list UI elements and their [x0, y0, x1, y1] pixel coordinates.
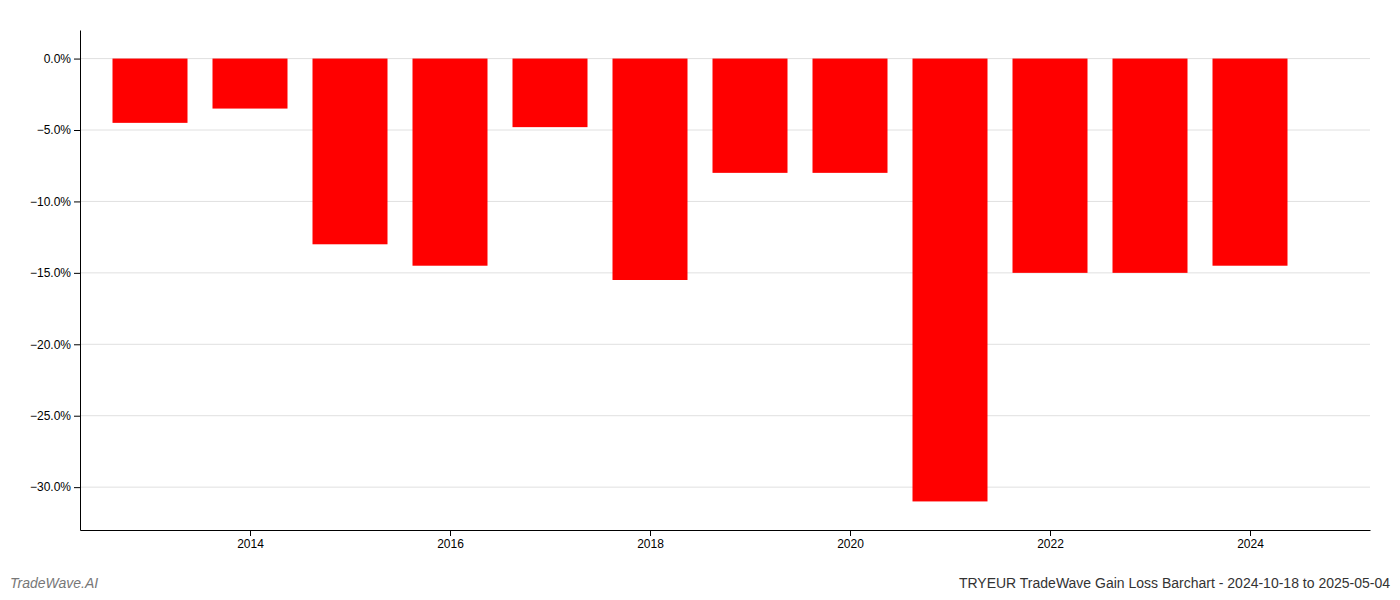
y-tick-label: −25.0%: [30, 409, 71, 423]
chart-svg: 2014 2016 2018 2020 2022 2024 0.0% −5.0% −10.0% −…: [0, 0, 1400, 600]
grid-line: [80, 344, 1370, 345]
title: TRYEUR TradeWave Gain Loss Barchart - 20…: [959, 575, 1390, 591]
y-tick: −25.0%: [30, 409, 80, 423]
x-tick-label: 2014: [237, 537, 264, 551]
y-tick: −20.0%: [30, 338, 80, 352]
x-tick-mark: [850, 530, 851, 536]
x-tick: 2014: [237, 530, 264, 551]
x-tick: 2020: [837, 530, 864, 551]
y-tick-label: 0.0%: [44, 52, 72, 66]
x-tick: 2024: [1237, 530, 1264, 551]
x-tick: 2022: [1037, 530, 1064, 551]
x-axis-line: [81, 530, 1371, 531]
x-tick-label: 2022: [1037, 537, 1064, 551]
x-tick-label: 2020: [837, 537, 864, 551]
y-tick-mark: [74, 59, 80, 60]
y-tick-mark: [74, 201, 80, 202]
y-tick: −30.0%: [30, 480, 80, 494]
y-tick-mark: [74, 273, 80, 274]
y-tick-mark: [74, 344, 80, 345]
bar: [1213, 59, 1288, 266]
x-tick-mark: [450, 530, 451, 536]
plot-area: [113, 59, 1288, 502]
y-axis: 0.0% −5.0% −10.0% −15.0% −20.0% −25.0% −30.0%: [30, 31, 81, 531]
y-tick-mark: [74, 130, 80, 131]
grid-line: [80, 487, 1370, 488]
x-tick-mark: [250, 530, 251, 536]
bar: [613, 59, 688, 280]
bar: [1013, 59, 1088, 273]
annotation: TradeWave.AI: [10, 575, 98, 591]
y-tick-mark: [74, 487, 80, 488]
bar: [913, 59, 988, 502]
y-tick: 0.0%: [44, 52, 80, 66]
chart-container: 2014 2016 2018 2020 2022 2024 0.0% −5.0% −10.0% −…: [0, 0, 1400, 600]
grid-line: [80, 415, 1370, 416]
bar: [213, 59, 288, 109]
y-axis-line: [80, 31, 81, 531]
bar: [1113, 59, 1188, 273]
bar: [513, 59, 588, 128]
x-tick-mark: [650, 530, 651, 536]
x-tick: 2016: [437, 530, 464, 551]
bar: [813, 59, 888, 173]
x-tick-label: 2018: [637, 537, 664, 551]
y-tick: −10.0%: [30, 195, 80, 209]
bar: [713, 59, 788, 173]
x-tick-label: 2024: [1237, 537, 1264, 551]
x-tick-mark: [1250, 530, 1251, 536]
grid: [80, 59, 1370, 488]
x-axis: 2014 2016 2018 2020 2022 2024: [81, 530, 1371, 551]
y-tick-label: −5.0%: [37, 123, 72, 137]
bar: [313, 59, 388, 245]
y-tick: −15.0%: [30, 266, 80, 280]
y-tick-label: −30.0%: [30, 480, 71, 494]
y-tick-label: −20.0%: [30, 338, 71, 352]
x-tick-label: 2016: [437, 537, 464, 551]
y-tick-label: −15.0%: [30, 266, 71, 280]
y-tick: −5.0%: [37, 123, 80, 137]
bar: [113, 59, 188, 123]
x-tick-mark: [1050, 530, 1051, 536]
x-tick: 2018: [637, 530, 664, 551]
y-tick-label: −10.0%: [30, 195, 71, 209]
y-tick-mark: [74, 416, 80, 417]
bar: [413, 59, 488, 266]
